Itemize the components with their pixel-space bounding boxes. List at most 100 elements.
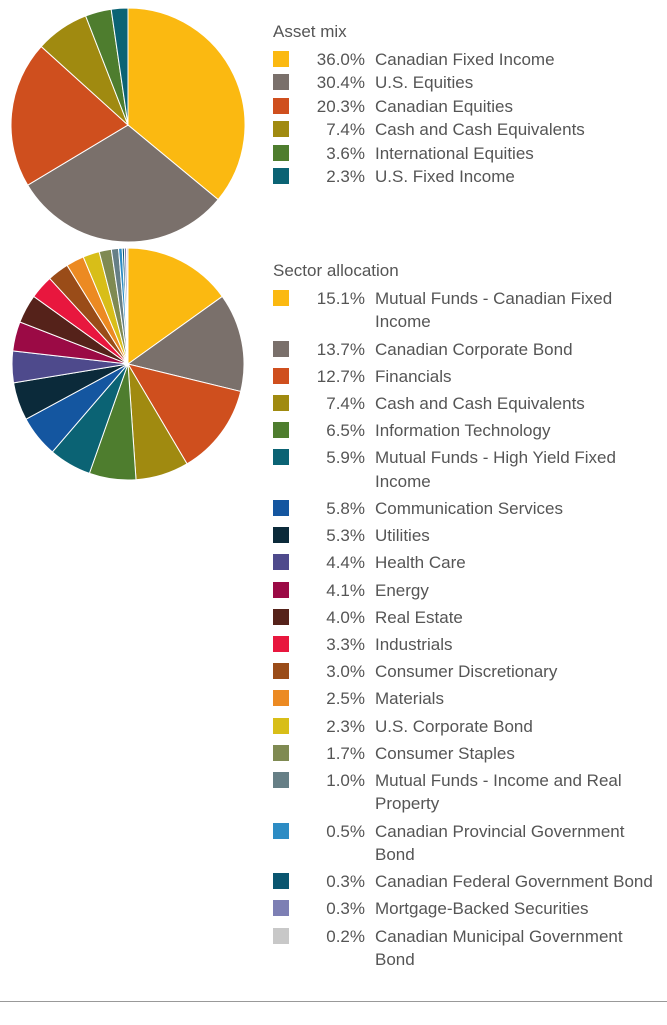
legend-label: Canadian Provincial Government Bond — [375, 821, 625, 865]
legend-item: 5.9% Mutual Funds - High Yield Fixed Inco… — [273, 446, 663, 493]
legend-swatch — [273, 97, 289, 114]
legend-swatch — [273, 290, 289, 306]
legend: Asset mix 36.0% Canadian Fixed Income 30.4%… — [273, 20, 663, 188]
legend-item: 20.3% Canadian Equities — [273, 95, 663, 118]
legend-value: 30.4% — [316, 73, 365, 93]
legend-label: Information Technology — [375, 421, 551, 441]
legend-swatch — [273, 663, 289, 680]
legend-label: Health Care — [375, 553, 466, 573]
legend-item: 3.0% Consumer Discretionary — [273, 660, 663, 683]
legend-label: Industrials — [375, 635, 453, 655]
legend-title: Sector allocation — [273, 261, 399, 280]
legend-label: U.S. Equities — [375, 73, 474, 93]
legend-label: Mortgage-Backed Securities — [375, 899, 589, 919]
legend-value: 7.4% — [326, 394, 365, 414]
legend-item: 0.2% Canadian Municipal Government Bond — [273, 925, 663, 972]
legend-swatch — [273, 772, 289, 789]
pie-slice — [126, 247, 129, 365]
legend-label: Consumer Staples — [375, 743, 515, 763]
legend-item: 1.0% Mutual Funds - Income and Real Prope… — [273, 769, 663, 816]
legend-label: Canadian Federal Government Bond — [375, 872, 653, 892]
legend-swatch — [273, 422, 289, 439]
legend-item: 3.3% Industrials — [273, 633, 663, 656]
legend-swatch — [273, 581, 289, 598]
legend-label: Cash and Cash Equivalents — [375, 120, 585, 140]
legend-value: 13.7% — [316, 339, 365, 359]
legend-value: 0.5% — [326, 821, 365, 841]
legend-label: U.S. Corporate Bond — [375, 716, 533, 736]
legend-label: Communication Services — [375, 499, 564, 519]
legend-label: Canadian Fixed Income — [375, 50, 555, 69]
legend-label: Real Estate — [375, 607, 463, 627]
legend-swatch — [273, 527, 289, 544]
legend-value: 36.0% — [316, 50, 365, 69]
legend-label: Mutual Funds - Canadian Fixed Income — [375, 289, 613, 332]
legend-label: Canadian Municipal Government Bond — [375, 926, 623, 970]
legend-swatch — [273, 121, 289, 138]
legend-title: Asset mix — [273, 22, 347, 41]
pie-slice — [127, 247, 223, 365]
legend-label: Mutual Funds - Income and Real Property — [375, 771, 622, 814]
legend-item: 4.1% Energy — [273, 579, 663, 602]
legend-value: 0.2% — [326, 926, 365, 946]
pie-chart — [11, 247, 245, 481]
pie-slice — [126, 363, 242, 465]
legend-label: Materials — [375, 689, 444, 709]
legend-item: 1.7% Consumer Staples — [273, 742, 663, 765]
legend-value: 1.7% — [326, 743, 365, 763]
legend-value: 2.5% — [326, 689, 365, 709]
legend-value: 4.0% — [326, 607, 365, 627]
legend-value: 1.0% — [326, 771, 365, 791]
pie-slice — [127, 7, 246, 201]
legend-value: 5.3% — [326, 526, 365, 546]
legend-item: 2.5% Materials — [273, 687, 663, 710]
legend-item: 4.4% Health Care — [273, 551, 663, 574]
legend-value: 5.9% — [326, 448, 365, 468]
legend-value: 5.8% — [326, 499, 365, 519]
legend-item: 5.3% Utilities — [273, 524, 663, 547]
legend-label: Energy — [375, 580, 429, 600]
legend-value: 0.3% — [326, 899, 365, 919]
pie-slice — [26, 124, 219, 243]
legend-item: 6.5% Information Technology — [273, 419, 663, 442]
legend-value: 3.3% — [326, 635, 365, 655]
legend-item: 0.5% Canadian Provincial Government Bond — [273, 820, 663, 867]
legend-swatch — [273, 168, 289, 185]
legend-item: 5.8% Communication Services — [273, 497, 663, 520]
pie-slice — [10, 45, 129, 186]
legend-swatch — [273, 873, 289, 890]
legend-label: Utilities — [375, 526, 430, 546]
legend-swatch — [273, 717, 289, 734]
legend-item: 13.7% Canadian Corporate Bond — [273, 338, 663, 361]
legend-swatch — [273, 144, 289, 161]
legend: Sector allocation 15.1% Mutual Funds - Can… — [273, 259, 663, 975]
legend-value: 15.1% — [316, 289, 365, 308]
legend-value: 2.3% — [326, 167, 365, 187]
legend-item: 0.3% Mortgage-Backed Securities — [273, 897, 663, 920]
legend-item: 30.4% U.S. Equities — [273, 71, 663, 94]
legend-swatch — [273, 51, 289, 67]
bottom-rule — [0, 1001, 667, 1002]
legend-swatch — [273, 927, 289, 944]
legend-item: 7.4% Cash and Cash Equivalents — [273, 118, 663, 141]
legend-value: 4.1% — [326, 580, 365, 600]
legend-item: 2.3% U.S. Corporate Bond — [273, 715, 663, 738]
legend-label: Consumer Discretionary — [375, 662, 558, 682]
pie-chart — [10, 7, 246, 243]
legend-value: 0.3% — [326, 872, 365, 892]
legend-item: 3.6% International Equities — [273, 142, 663, 165]
legend-item: 7.4% Cash and Cash Equivalents — [273, 392, 663, 415]
legend-swatch — [273, 449, 289, 466]
legend-label: Financials — [375, 366, 452, 386]
legend-swatch — [273, 554, 289, 571]
legend-item: 0.3% Canadian Federal Government Bond — [273, 870, 663, 893]
legend-item: 15.1% Mutual Funds - Canadian Fixed Incom… — [273, 287, 663, 334]
legend-swatch — [273, 608, 289, 625]
legend-swatch — [273, 636, 289, 653]
legend-swatch — [273, 744, 289, 761]
legend-value: 3.0% — [326, 662, 365, 682]
legend-swatch — [273, 900, 289, 917]
legend-item: 2.3% U.S. Fixed Income — [273, 165, 663, 188]
legend-label: Cash and Cash Equivalents — [375, 394, 585, 414]
legend-label: Mutual Funds - High Yield Fixed Income — [375, 448, 616, 491]
